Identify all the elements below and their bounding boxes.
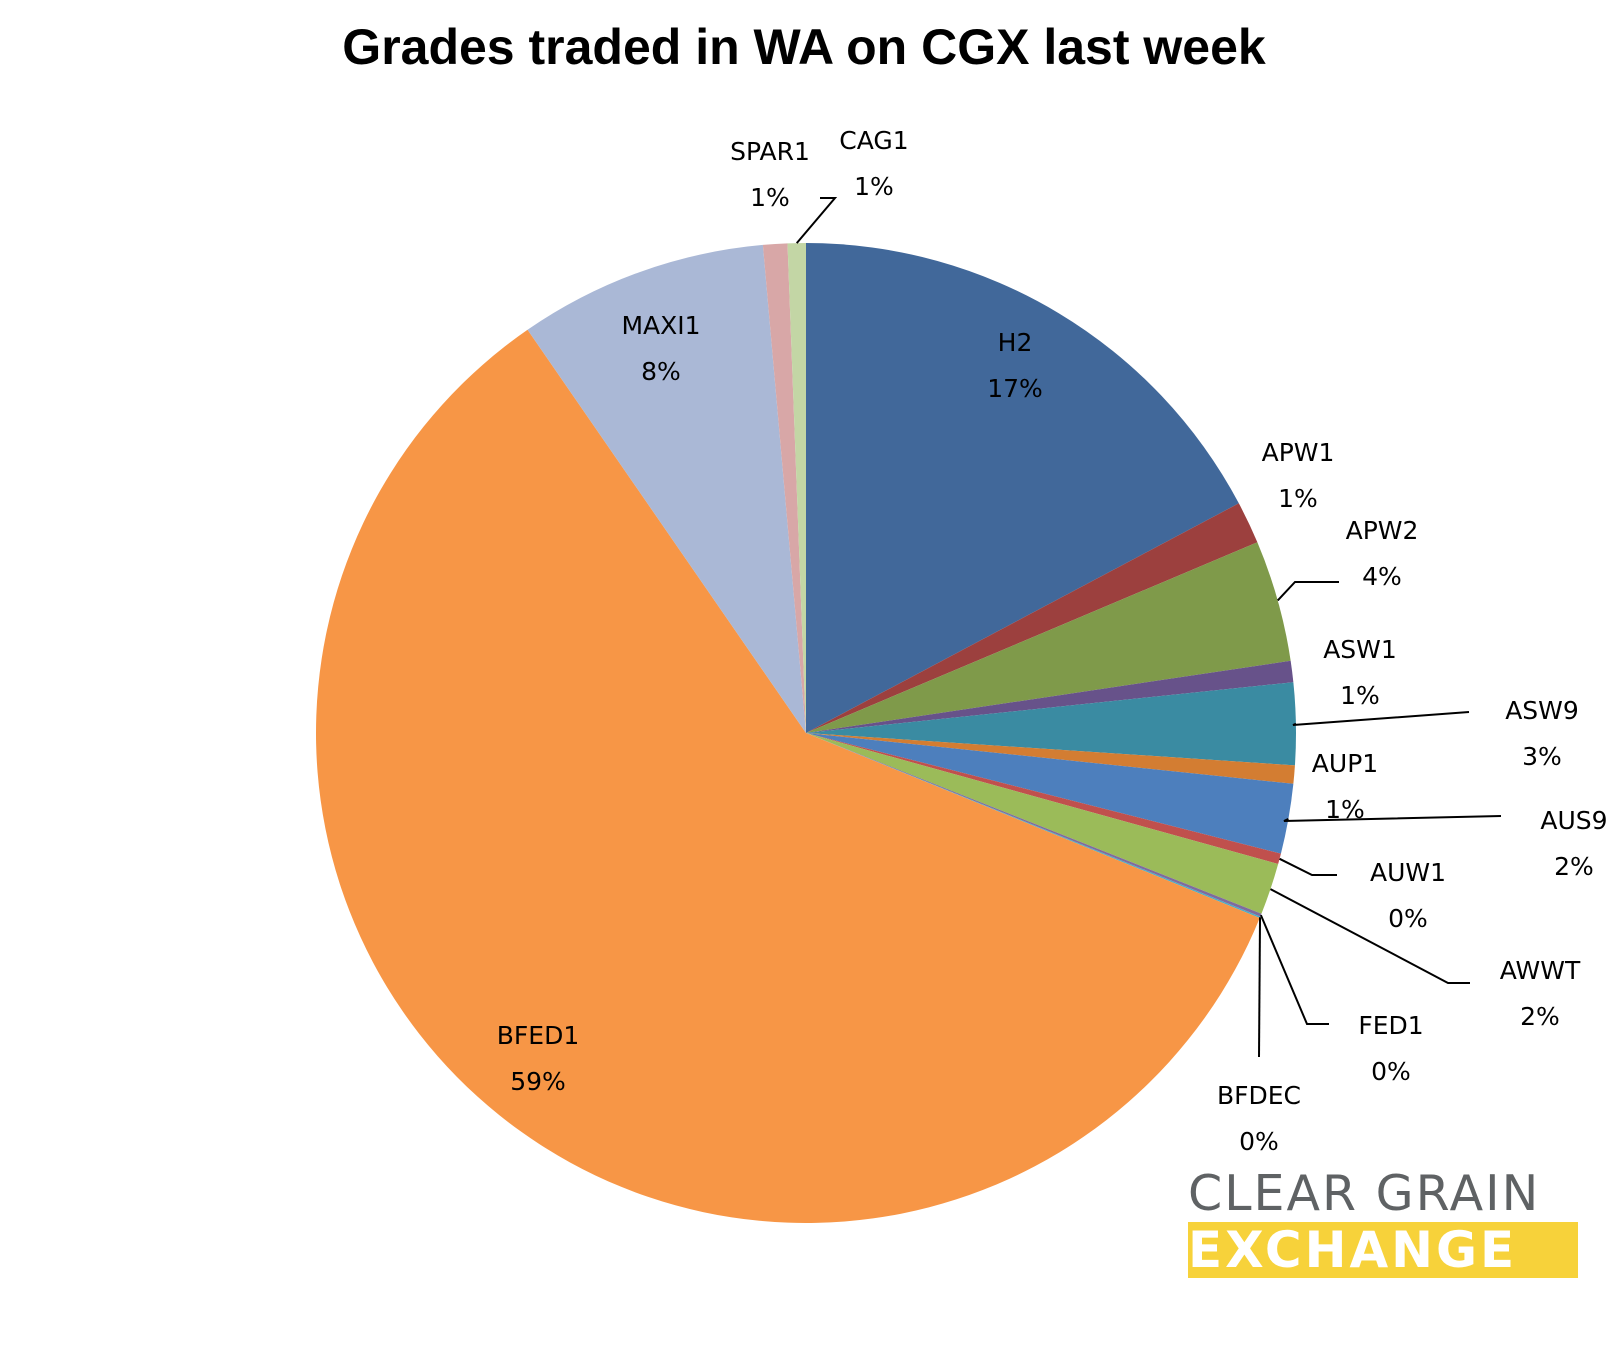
pie-slice-apw1 [806,503,1258,733]
slice-percent-asw9: 3% [1522,742,1562,771]
slice-percent-aup1: 1% [1325,795,1365,824]
slice-percent-asw1: 1% [1340,681,1380,710]
pie-slice-spar1 [762,243,806,733]
slice-percent-apw1: 1% [1278,484,1318,513]
slice-label-maxi1: MAXI1 [621,311,700,340]
slice-percent-auw1: 0% [1388,904,1428,933]
leader-line-aus9 [1283,815,1502,822]
pie-slice-awwt [806,733,1279,914]
slice-label-bfed1: BFED1 [497,1021,579,1050]
slice-percent-maxi1: 8% [641,357,681,386]
slice-percent-h2: 17% [987,374,1043,403]
pie-slice-auw1 [806,733,1281,865]
chart-title: Grades traded in WA on CGX last week [342,19,1266,75]
pie-slice-bfed1 [316,329,1260,1224]
pie-slice-asw1 [806,660,1294,733]
slice-percent-bfdec: 0% [1239,1127,1279,1156]
leader-lines [795,197,1502,1058]
pie-slice-bfdec [806,733,1261,919]
slice-percent-bfed1: 59% [510,1067,566,1096]
pie-slice-asw9 [806,682,1297,766]
pie-slice-h2 [806,243,1239,733]
slice-percent-awwt: 2% [1520,1002,1560,1031]
slice-labels: H2 17% APW1 1% APW2 4% ASW1 1% ASW9 3% AUP1 1% AUS9 2… [497,126,1608,1156]
slice-percent-aus9: 2% [1554,852,1594,881]
slice-percent-cag1: 1% [854,172,894,201]
pie-slice-aus9 [806,733,1294,854]
leader-line-apw2 [1277,581,1339,602]
slice-label-spar1: SPAR1 [730,137,810,166]
slice-label-apw1: APW1 [1262,438,1335,467]
slice-label-aup1: AUP1 [1312,749,1378,778]
leader-line-cag1 [795,197,838,244]
clear-grain-exchange-logo: CLEAR GRAIN EXCHANGE [1188,1168,1578,1278]
leader-line-asw9 [1292,711,1470,726]
slice-percent-apw2: 4% [1362,562,1402,591]
pie-slice-aup1 [806,733,1295,784]
slice-label-bfdec: BFDEC [1217,1081,1301,1110]
slice-label-awwt: AWWT [1500,956,1581,985]
leader-line-awwt [1270,888,1470,984]
slice-label-apw2: APW2 [1346,516,1419,545]
pie-slices [316,243,1297,1224]
logo-text-line2: EXCHANGE [1188,1222,1578,1278]
leader-line-bfdec [1258,917,1262,1058]
leader-line-fed1 [1259,914,1329,1025]
pie-slice-maxi1 [527,244,806,733]
pie-slice-fed1 [806,733,1262,917]
pie-slice-apw2 [806,542,1291,733]
slice-label-auw1: AUW1 [1370,858,1446,887]
slice-percent-spar1: 1% [750,183,790,212]
slice-label-h2: H2 [998,328,1033,357]
pie-slice-cag1 [787,243,806,733]
slice-percent-fed1: 0% [1371,1057,1411,1086]
slice-label-asw9: ASW9 [1505,696,1579,725]
leader-line-auw1 [1279,857,1337,876]
slice-label-cag1: CAG1 [839,126,908,155]
slice-label-fed1: FED1 [1358,1011,1423,1040]
slice-label-aus9: AUS9 [1540,806,1607,835]
logo-text-line1: CLEAR GRAIN [1188,1165,1541,1222]
slice-label-asw1: ASW1 [1323,635,1397,664]
